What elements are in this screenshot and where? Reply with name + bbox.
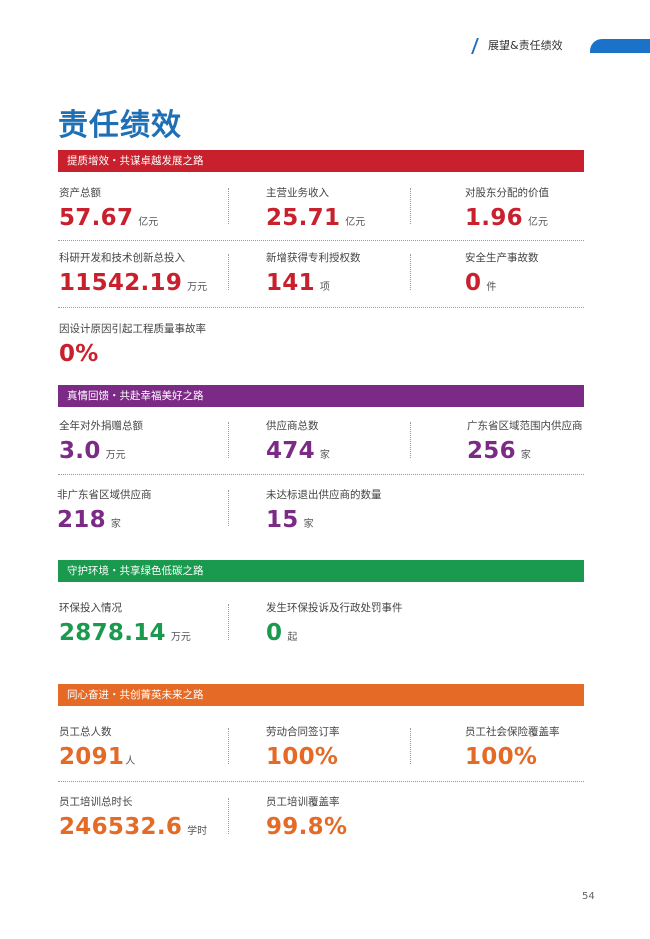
metric-label: 资产总额 xyxy=(59,187,101,199)
metric-unit: 家 xyxy=(520,450,531,461)
metric-unit: 亿元 xyxy=(138,217,159,228)
metric-training-coverage: 员工培训覆盖率 99.8% xyxy=(266,795,352,846)
metric-label: 员工培训总时长 xyxy=(59,796,133,808)
metric-unit: 万元 xyxy=(170,632,191,643)
section-banner-community: 真情回馈・共赴幸福美好之路 xyxy=(58,385,584,407)
column-divider xyxy=(410,188,411,224)
column-divider xyxy=(228,188,229,224)
metric-label: 因设计原因引起工程质量事故率 xyxy=(59,323,206,335)
metric-label: 员工社会保险覆盖率 xyxy=(465,726,560,738)
section-banner-environment: 守护环境・共享绿色低碳之路 xyxy=(58,560,584,582)
running-header: 展望&责任绩效 xyxy=(488,39,563,52)
column-divider xyxy=(228,798,229,834)
row-divider xyxy=(58,307,584,308)
metric-exited-suppliers: 未达标退出供应商的数量 15 家 xyxy=(266,488,382,539)
row-divider xyxy=(58,781,584,782)
column-divider xyxy=(228,422,229,458)
header-tab-decoration xyxy=(590,39,650,53)
section-banner-employees: 同心奋进・共创菁英未来之路 xyxy=(58,684,584,706)
metric-total-employees: 员工总人数 2091人 xyxy=(59,725,135,776)
metric-value: 2091 xyxy=(59,744,125,770)
metric-label: 安全生产事故数 xyxy=(465,252,539,264)
metric-value: 25.71 xyxy=(266,205,341,231)
metric-donations: 全年对外捐赠总额 3.0 万元 xyxy=(59,419,143,470)
metric-non-guangdong-suppliers: 非广东省区域供应商 218 家 xyxy=(57,488,152,539)
metric-label: 新增获得专利授权数 xyxy=(266,252,361,264)
metric-value: 0% xyxy=(59,341,99,367)
metric-social-insurance-rate: 员工社会保险覆盖率 100% xyxy=(465,725,560,776)
metric-value: 1.96 xyxy=(465,205,523,231)
metric-value: 2878.14 xyxy=(59,620,166,646)
page-title: 责任绩效 xyxy=(58,108,182,143)
metric-total-assets: 资产总额 57.67 亿元 xyxy=(59,186,158,237)
metric-unit: 学时 xyxy=(187,826,208,837)
metric-quality-accident-rate: 因设计原因引起工程质量事故率 0% xyxy=(59,322,206,373)
metric-value: 0 xyxy=(465,270,482,296)
metric-label: 未达标退出供应商的数量 xyxy=(266,489,382,501)
metric-value: 256 xyxy=(467,438,516,464)
metric-unit: 项 xyxy=(319,282,330,293)
metric-label: 员工总人数 xyxy=(59,726,112,738)
metric-label: 主营业务收入 xyxy=(266,187,329,199)
metric-value: 3.0 xyxy=(59,438,101,464)
metric-label: 非广东省区域供应商 xyxy=(57,489,152,501)
metric-rd-investment: 科研开发和技术创新总投入 11542.19 万元 xyxy=(59,251,207,302)
header-slash-decoration xyxy=(471,38,479,54)
page-number: 54 xyxy=(582,891,595,902)
column-divider xyxy=(228,728,229,764)
metric-label: 劳动合同签订率 xyxy=(266,726,340,738)
metric-unit: 万元 xyxy=(187,282,208,293)
row-divider xyxy=(58,474,584,475)
metric-main-revenue: 主营业务收入 25.71 亿元 xyxy=(266,186,365,237)
metric-value: 246532.6 xyxy=(59,814,183,840)
metric-value: 218 xyxy=(57,507,106,533)
metric-label: 供应商总数 xyxy=(266,420,319,432)
metric-value: 474 xyxy=(266,438,315,464)
metric-shareholder-value: 对股东分配的价值 1.96 亿元 xyxy=(465,186,549,237)
column-divider xyxy=(228,254,229,290)
metric-label: 环保投入情况 xyxy=(59,602,122,614)
metric-label: 员工培训覆盖率 xyxy=(266,796,340,808)
metric-value: 100% xyxy=(465,744,538,770)
column-divider xyxy=(410,254,411,290)
metric-unit: 家 xyxy=(110,519,121,530)
metric-label: 科研开发和技术创新总投入 xyxy=(59,252,185,264)
metric-value: 0 xyxy=(266,620,283,646)
row-divider xyxy=(58,240,584,241)
column-divider xyxy=(410,422,411,458)
column-divider xyxy=(228,604,229,640)
metric-value: 15 xyxy=(266,507,299,533)
metric-guangdong-suppliers: 广东省区域范围内供应商 256 家 xyxy=(467,419,583,470)
metric-environmental-investment: 环保投入情况 2878.14 万元 xyxy=(59,601,191,652)
metric-unit: 亿元 xyxy=(345,217,366,228)
metric-unit: 亿元 xyxy=(527,217,548,228)
metric-unit: 万元 xyxy=(105,450,126,461)
column-divider xyxy=(228,490,229,526)
metric-unit: 起 xyxy=(287,632,298,643)
metric-unit: 家 xyxy=(303,519,314,530)
metric-contract-rate: 劳动合同签订率 100% xyxy=(266,725,343,776)
metric-value: 141 xyxy=(266,270,315,296)
column-divider xyxy=(410,728,411,764)
metric-label: 发生环保投诉及行政处罚事件 xyxy=(266,602,403,614)
metric-label: 全年对外捐赠总额 xyxy=(59,420,143,432)
metric-value: 100% xyxy=(266,744,339,770)
metric-label: 对股东分配的价值 xyxy=(465,187,549,199)
metric-unit: 人 xyxy=(125,756,136,767)
section-banner-development: 提质增效・共谋卓越发展之路 xyxy=(58,150,584,172)
metric-unit: 家 xyxy=(319,450,330,461)
metric-unit: 件 xyxy=(486,282,497,293)
metric-value: 99.8% xyxy=(266,814,348,840)
metric-new-patents: 新增获得专利授权数 141 项 xyxy=(266,251,361,302)
metric-training-hours: 员工培训总时长 246532.6 学时 xyxy=(59,795,207,846)
metric-total-suppliers: 供应商总数 474 家 xyxy=(266,419,330,470)
metric-label: 广东省区域范围内供应商 xyxy=(467,420,583,432)
metric-value: 11542.19 xyxy=(59,270,183,296)
metric-value: 57.67 xyxy=(59,205,134,231)
